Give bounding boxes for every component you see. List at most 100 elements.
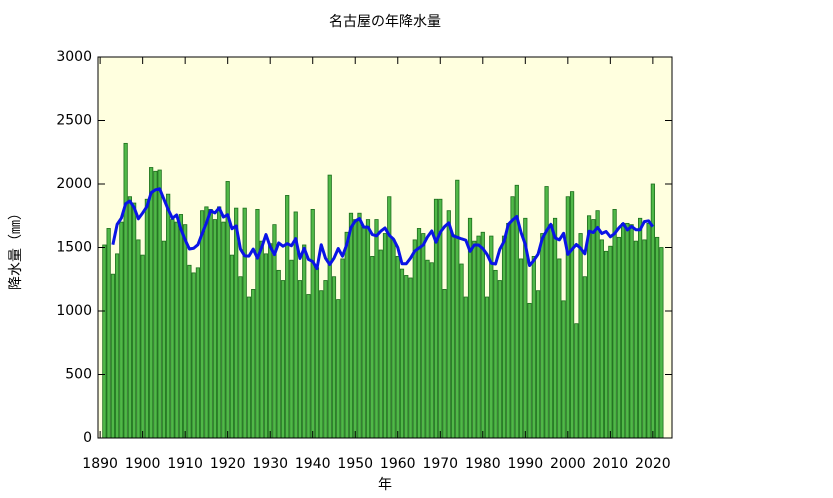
y-tick-label: 2000	[56, 176, 92, 192]
bar	[421, 233, 426, 439]
bar	[646, 222, 651, 439]
bar	[416, 228, 422, 439]
bar	[586, 215, 592, 439]
bar	[115, 253, 120, 439]
bar	[408, 277, 413, 439]
x-tick-label: 1980	[465, 456, 501, 472]
x-tick-label: 1950	[337, 456, 373, 472]
bar	[565, 196, 570, 439]
bar	[578, 233, 583, 439]
bar	[574, 323, 579, 439]
bar	[531, 255, 536, 439]
x-tick-label: 1890	[82, 456, 118, 472]
y-tick-label: 500	[65, 367, 92, 383]
bar	[195, 267, 201, 439]
bar	[280, 280, 286, 439]
bar	[268, 243, 273, 439]
x-tick-label: 1920	[210, 456, 246, 472]
bar	[348, 212, 354, 439]
bar	[399, 268, 405, 439]
bar	[527, 302, 532, 439]
bar	[272, 224, 277, 439]
bar	[489, 235, 494, 439]
bar	[178, 214, 184, 439]
bar	[569, 191, 575, 439]
bar	[302, 244, 307, 439]
bar	[391, 239, 396, 439]
bar	[327, 174, 332, 439]
bar	[102, 244, 107, 439]
bar	[310, 208, 315, 439]
bar	[140, 254, 145, 439]
bar	[633, 240, 638, 439]
bar	[655, 236, 660, 439]
bar	[132, 202, 137, 439]
y-tick-label: 2500	[56, 113, 92, 129]
bar	[157, 169, 162, 439]
bar	[166, 193, 171, 439]
bar	[251, 289, 256, 439]
x-tick-label: 1900	[125, 456, 161, 472]
bar	[621, 222, 626, 439]
bar	[455, 179, 460, 439]
bar	[612, 208, 617, 439]
bar	[344, 231, 349, 439]
y-tick-label: 1500	[56, 240, 92, 256]
bar	[650, 183, 655, 439]
bar	[217, 206, 222, 439]
bar	[306, 294, 311, 439]
bar	[370, 255, 375, 439]
bar	[119, 221, 124, 439]
bar	[395, 255, 400, 439]
bar	[463, 296, 468, 439]
x-tick-label: 2010	[593, 456, 629, 472]
bar	[382, 233, 388, 439]
bar	[110, 273, 115, 439]
x-axis-label: 年	[378, 477, 392, 493]
bar	[484, 296, 490, 439]
y-axis-label: 降水量（㎜）	[8, 206, 24, 290]
bar	[336, 299, 341, 439]
bar	[638, 217, 643, 439]
bar	[476, 235, 481, 439]
bar	[319, 290, 324, 439]
bar	[544, 186, 549, 439]
y-tick-label: 1000	[56, 303, 92, 319]
bar	[183, 224, 188, 439]
chart-title: 名古屋の年降水量	[329, 14, 441, 30]
x-tick-label: 1940	[295, 456, 331, 472]
bar	[561, 300, 566, 439]
bar	[144, 198, 149, 439]
x-tick-label: 1910	[167, 456, 203, 472]
y-tick-label: 3000	[56, 49, 92, 65]
bar	[659, 247, 664, 439]
bar	[557, 258, 562, 439]
x-tick-label: 1930	[252, 456, 288, 472]
bar	[123, 142, 128, 439]
bar	[259, 240, 264, 439]
bar	[374, 219, 379, 439]
bar	[340, 258, 345, 439]
bar	[365, 219, 371, 439]
bar	[285, 195, 290, 439]
bar	[450, 234, 456, 439]
x-tick-label: 2000	[550, 456, 586, 472]
bar	[548, 224, 553, 439]
bar	[429, 262, 434, 439]
bar	[153, 170, 158, 439]
bar	[229, 254, 235, 439]
bar	[136, 239, 141, 439]
x-tick-label: 2020	[635, 456, 671, 472]
bar	[204, 206, 209, 439]
bar	[629, 224, 634, 439]
bar	[442, 289, 447, 439]
bar	[221, 221, 226, 439]
bar	[510, 196, 515, 439]
bar	[276, 269, 281, 439]
bar	[497, 280, 502, 439]
bar	[518, 258, 524, 439]
x-tick-label: 1960	[380, 456, 416, 472]
bar	[170, 219, 175, 439]
bar	[191, 272, 196, 439]
